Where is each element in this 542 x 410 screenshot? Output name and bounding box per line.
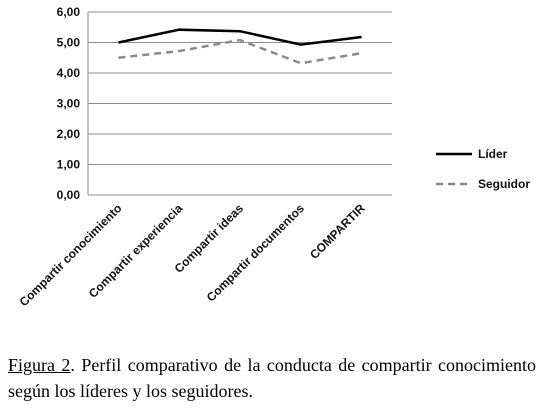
legend-label: Líder (478, 147, 508, 161)
x-category-label: Compartir documentos (204, 201, 307, 304)
y-tick-label: 4,00 (57, 66, 81, 80)
legend: Líder Seguidor (436, 147, 530, 191)
figure-caption: Figura 2. Perfil comparativo de la condu… (8, 352, 536, 404)
figure-label: Figura 2 (8, 355, 71, 375)
y-tick-label: 5,00 (57, 36, 81, 50)
line-chart: 0,00 1,00 2,00 3,00 4,00 5,00 6,00 Compartir c… (17, 5, 531, 309)
y-tick-label: 0,00 (57, 188, 81, 202)
y-tick-label: 6,00 (57, 5, 81, 19)
series-lines (118, 28, 362, 65)
legend-label: Seguidor (478, 177, 530, 191)
x-category-label: COMPARTIR (307, 201, 368, 262)
y-axis-tick-labels: 0,00 1,00 2,00 3,00 4,00 5,00 6,00 (57, 5, 81, 202)
y-tick-label: 2,00 (57, 127, 81, 141)
y-tick-label: 1,00 (57, 158, 81, 172)
caption-text: . Perfil comparativo de la conducta de c… (8, 355, 536, 401)
gridlines (87, 11, 392, 196)
series-line-seguidor (118, 38, 362, 65)
y-tick-label: 3,00 (57, 97, 81, 111)
x-category-label: Compartir conocimiento (17, 201, 125, 309)
series-line-líder (118, 28, 362, 46)
